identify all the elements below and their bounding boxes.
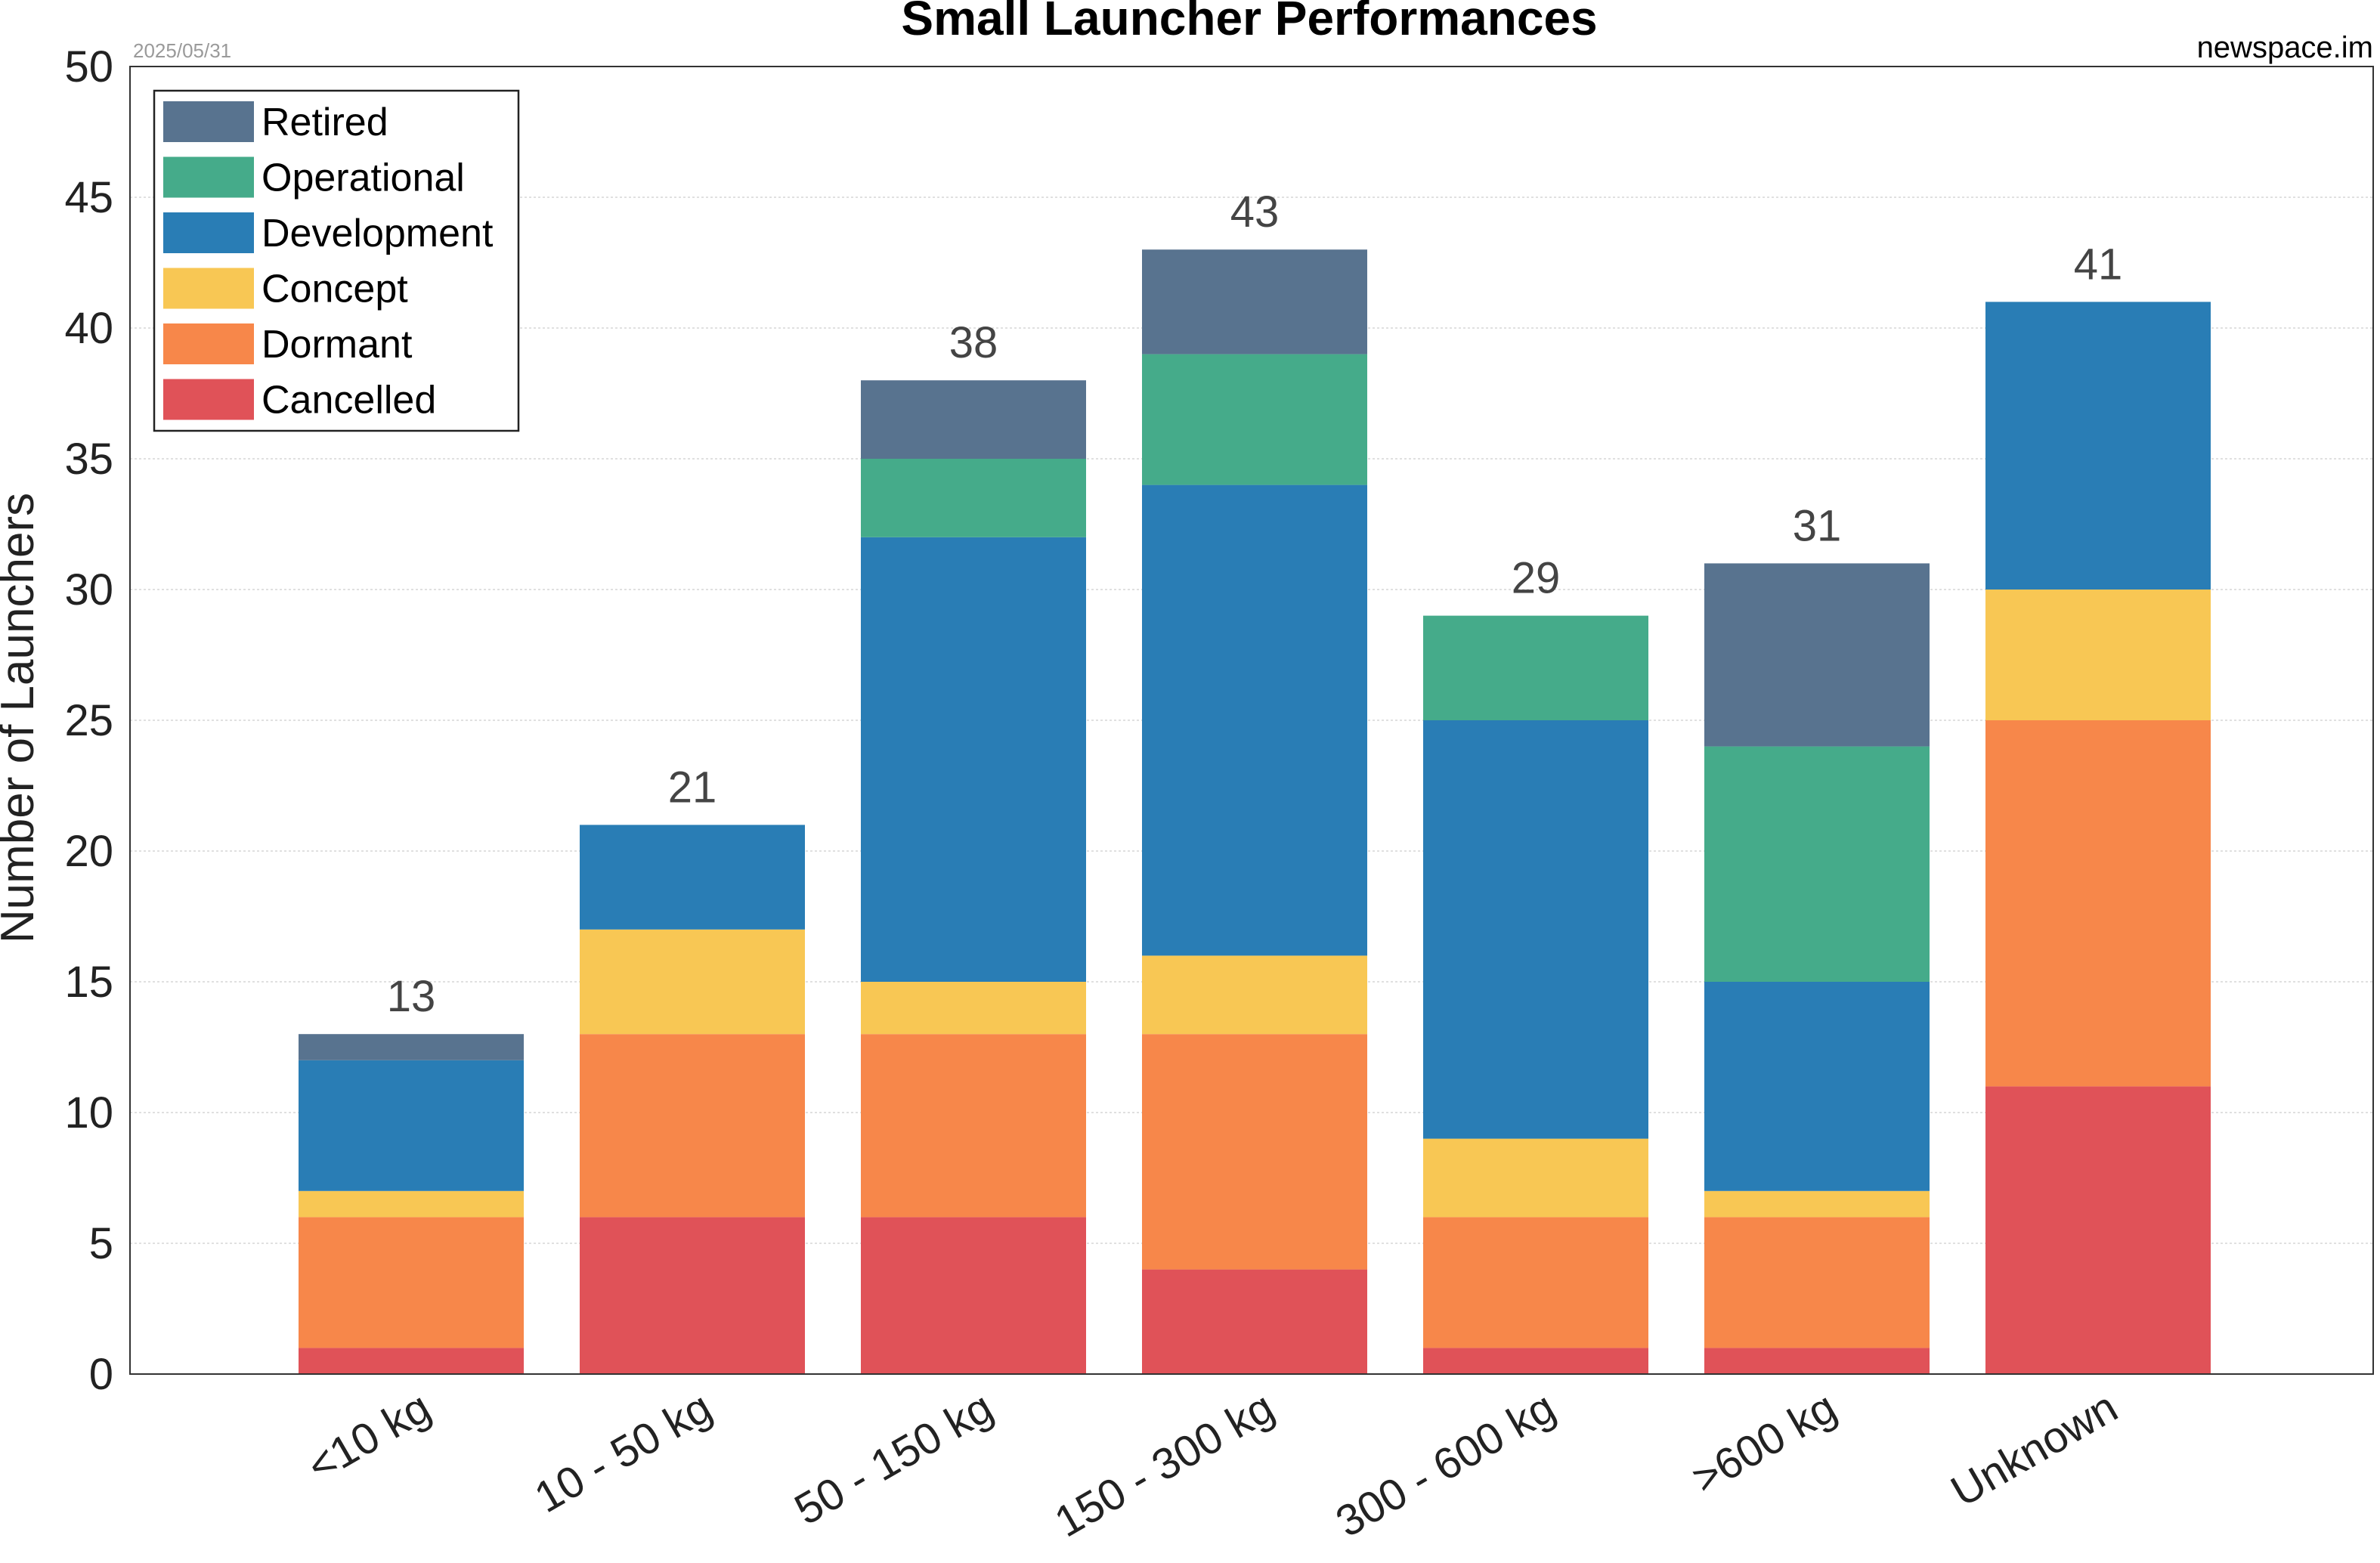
bar-segment-cancelled (861, 1217, 1086, 1374)
total-label: 41 (2074, 240, 2123, 289)
legend-swatch-operational (163, 156, 254, 198)
legend-swatch-dormant (163, 323, 254, 364)
bar-segment-concept (1704, 1190, 1930, 1218)
bar-segment-dormant (861, 1034, 1086, 1218)
y-axis-label: Number of Launchers (0, 493, 44, 943)
x-tick-label: 300 - 600 kg (1328, 1382, 1564, 1547)
bar-segment-retired (1704, 563, 1930, 747)
bar-segment-dormant (1423, 1217, 1648, 1348)
y-axis-ticks: 0 5 10 15 20 25 30 35 40 45 50 (64, 42, 113, 1399)
bar-segment-operational (1423, 615, 1648, 720)
legend-swatch-cancelled (163, 379, 254, 420)
total-label: 38 (949, 318, 998, 367)
legend-swatch-concept (163, 268, 254, 309)
total-label: 43 (1230, 187, 1280, 237)
total-label: 31 (1793, 501, 1842, 550)
legend-label-development: Development (262, 212, 494, 255)
bar-segment-dormant (580, 1034, 805, 1218)
total-label: 21 (668, 763, 717, 812)
legend-label-concept: Concept (262, 268, 408, 311)
y-tick-label: 0 (89, 1350, 113, 1399)
bar-segment-concept (580, 929, 805, 1035)
bar-segment-cancelled (580, 1217, 805, 1374)
x-axis-ticks: <10 kg 10 - 50 kg 50 - 150 kg 150 - 300 kg 3… (299, 1382, 2126, 1547)
legend-label-dormant: Dormant (262, 323, 413, 367)
x-tick-label: 50 - 150 kg (787, 1382, 1001, 1534)
bar-segment-concept (1142, 955, 1367, 1035)
bar-segment-operational (861, 459, 1086, 537)
bar-segment-retired (861, 380, 1086, 459)
legend-frame (153, 89, 520, 432)
bar-segment-development (1423, 720, 1648, 1139)
x-tick-label: >600 kg (1684, 1382, 1845, 1503)
y-tick-label: 40 (64, 304, 113, 353)
bar-segment-operational (1142, 354, 1367, 485)
bar-segment-retired (299, 1034, 524, 1060)
bar-segment-concept (299, 1190, 524, 1218)
plot-frame (129, 66, 2374, 1375)
bar-segment-cancelled (1423, 1348, 1648, 1374)
bar-segment-dormant (1142, 1034, 1367, 1270)
bar-segment-dormant (1985, 720, 2211, 1087)
chart-title: Small Launcher Performances (901, 0, 1597, 45)
bar-segment-development (1985, 302, 2211, 590)
date-stamp: 2025/05/31 (133, 39, 231, 62)
y-tick-label: 15 (64, 958, 113, 1007)
y-tick-label: 20 (64, 827, 113, 876)
bar-segment-operational (1704, 746, 1930, 982)
bar-segment-cancelled (1704, 1348, 1930, 1374)
bar-segment-cancelled (1142, 1269, 1367, 1374)
y-tick-label: 25 (64, 696, 113, 745)
y-tick-label: 10 (64, 1088, 113, 1137)
x-tick-label: 10 - 50 kg (527, 1382, 720, 1522)
legend-label-cancelled: Cancelled (262, 379, 436, 422)
bar-segment-development (580, 825, 805, 930)
total-label: 13 (387, 972, 436, 1021)
x-tick-label: Unknown (1943, 1382, 2126, 1516)
legend-swatch-development (163, 212, 254, 253)
bar-segment-development (299, 1060, 524, 1191)
legend-label-operational: Operational (262, 156, 465, 200)
y-tick-label: 50 (64, 42, 113, 91)
total-label: 29 (1512, 554, 1561, 603)
x-tick-label: 150 - 300 kg (1047, 1382, 1283, 1547)
bar-segment-development (861, 537, 1086, 982)
y-tick-label: 5 (89, 1219, 113, 1268)
source-label: newspace.im (2197, 31, 2373, 64)
total-labels: 13 21 38 43 29 31 41 (387, 187, 2123, 1021)
bar-segment-development (1704, 982, 1930, 1191)
bar-segment-development (1142, 484, 1367, 956)
y-tick-label: 45 (64, 173, 113, 222)
bar-segment-concept (1985, 590, 2211, 720)
y-tick-label: 30 (64, 565, 113, 614)
bar-segment-dormant (1704, 1217, 1930, 1348)
bar-segment-dormant (299, 1217, 524, 1348)
y-tick-label: 35 (64, 435, 113, 484)
bar-segment-cancelled (1985, 1086, 2211, 1374)
bar-segment-retired (1142, 249, 1367, 354)
legend: Retired Operational Development Concept Dorm… (153, 89, 520, 432)
bar-segment-concept (861, 982, 1086, 1035)
legend-swatch-retired (163, 101, 254, 142)
bars (299, 249, 2211, 1374)
x-tick-label: <10 kg (299, 1382, 439, 1491)
bar-segment-concept (1423, 1138, 1648, 1218)
bar-segment-cancelled (299, 1348, 524, 1374)
legend-label-retired: Retired (262, 101, 388, 144)
